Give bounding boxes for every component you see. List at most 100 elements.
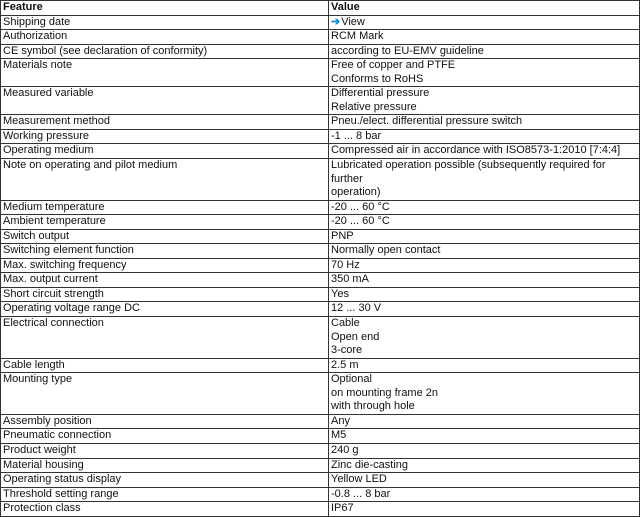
value-cell: Any [328,413,640,430]
table-row: Operating status display Yellow LED [0,472,640,488]
value-cell: Normally open contact [328,243,640,259]
feature-cell: Ambient temperature [0,214,329,230]
value-cell: ➔View [328,14,640,31]
table-row: Short circuit strength Yes [0,286,640,303]
value-line: PNP [331,229,354,242]
feature-cell: Shipping date [0,14,329,31]
value-cell: Cable Open end 3-core [328,316,640,359]
table-row: Material housing Zinc die-casting [0,457,640,474]
feature-cell: Pneumatic connection [0,428,329,444]
value-cell: Pneu./elect. differential pressure switc… [328,114,640,130]
value-line: Free of copper and PTFE [331,59,456,72]
value-cell: -0.8 ... 8 bar [328,486,640,503]
feature-cell: Operating medium [0,143,329,160]
value-cell: Zinc die-casting [328,457,640,474]
table-row: Measurement method Pneu./elect. different… [0,114,640,130]
value-cell: Yes [328,286,640,303]
feature-cell: Protection class [0,501,329,517]
value-line: Optional [331,373,372,386]
value-cell: 12 ... 30 V [328,301,640,318]
feature-cell: Materials note [0,58,329,88]
value-line: -20 ... 60 °C [331,215,390,228]
value-line: on mounting frame 2n [331,386,439,399]
table-row: Authorization RCM Mark [0,29,640,45]
table-row: Product weight 240 g [0,442,640,459]
value-line: 70 Hz [331,258,360,271]
value-cell: Free of copper and PTFE Conforms to RoHS [328,58,640,88]
value-cell: 70 Hz [328,257,640,274]
feature-cell: Material housing [0,457,329,474]
table-row: Max. switching frequency 70 Hz [0,257,640,274]
value-line: with through hole [331,400,415,413]
value-line: -20 ... 60 °C [331,200,390,213]
feature-cell: Operating status display [0,472,329,488]
feature-cell: Note on operating and pilot medium [0,158,329,201]
table-row: Pneumatic connection M5 [0,428,640,444]
value-cell: M5 [328,428,640,444]
table-row: Max. output current 350 mA [0,272,640,288]
value-line: Cable [331,317,360,330]
value-line: Zinc die-casting [331,458,409,471]
feature-cell: Measured variable [0,86,329,116]
value-line: 3-core [331,344,363,357]
value-cell: Optional on mounting frame 2n with through… [328,372,640,415]
feature-cell: Switching element function [0,243,329,259]
view-link[interactable]: ➔View [331,16,365,28]
feature-cell: Electrical connection [0,316,329,359]
table-row: Electrical connection Cable Open end 3-core [0,316,640,359]
table-row: Ambient temperature -20 ... 60 °C [0,214,640,230]
value-cell: 350 mA [328,272,640,288]
value-cell: -20 ... 60 °C [328,214,640,230]
value-line: Conforms to RoHS [331,72,424,85]
value-line: Differential pressure [331,87,430,100]
table-row: Cable length 2.5 m [0,357,640,374]
value-line: according to EU-EMV guideline [331,44,484,57]
value-line: Compressed air in accordance with ISO857… [331,144,621,157]
value-cell: Compressed air in accordance with ISO857… [328,143,640,160]
feature-cell: Short circuit strength [0,286,329,303]
table-row: Medium temperature -20 ... 60 °C [0,199,640,216]
table-body: Shipping date ➔View Authorization RCM Mark C… [0,14,640,517]
value-line: Normally open contact [331,244,441,257]
feature-cell: Assembly position [0,413,329,430]
feature-cell: Mounting type [0,372,329,415]
table-row: Operating medium Compressed air in accord… [0,143,640,160]
value-line: -0.8 ... 8 bar [331,487,391,500]
feature-cell: Measurement method [0,114,329,130]
feature-column-header: Feature [0,0,329,16]
table-row: Switching element function Normally open … [0,243,640,259]
value-cell: 240 g [328,442,640,459]
value-line: Open end [331,330,380,343]
value-cell: Differential pressure Relative pressure [328,86,640,116]
value-cell: according to EU-EMV guideline [328,43,640,60]
table-row: CE symbol (see declaration of conformity… [0,43,640,60]
feature-cell: Threshold setting range [0,486,329,503]
view-link-label: View [341,15,365,28]
feature-cell: Max. output current [0,272,329,288]
table-row: Working pressure -1 ... 8 bar [0,128,640,145]
value-cell: 2.5 m [328,357,640,374]
value-line: operation) [331,186,381,199]
table-row: Operating voltage range DC 12 ... 30 V [0,301,640,318]
feature-cell: CE symbol (see declaration of conformity… [0,43,329,60]
feature-cell: Cable length [0,357,329,374]
value-line: M5 [331,429,347,442]
value-cell: -1 ... 8 bar [328,128,640,145]
feature-cell: Max. switching frequency [0,257,329,274]
feature-cell: Operating voltage range DC [0,301,329,318]
table-row: Materials note Free of copper and PTFE Con… [0,58,640,88]
value-line: Any [331,414,350,427]
feature-cell: Switch output [0,228,329,245]
value-line: Yellow LED [331,473,387,486]
value-line: Lubricated operation possible (subsequen… [331,159,606,185]
value-line: Relative pressure [331,100,417,113]
value-line: Pneu./elect. differential pressure switc… [331,115,523,128]
value-line: 2.5 m [331,358,359,371]
table-row: Note on operating and pilot medium Lubric… [0,158,640,201]
value-cell: Yellow LED [328,472,640,488]
table-header-row: Feature Value [0,0,640,16]
table-row: Protection class IP67 [0,501,640,517]
value-cell: Lubricated operation possible (subsequen… [328,158,640,201]
table-row: Assembly position Any [0,413,640,430]
